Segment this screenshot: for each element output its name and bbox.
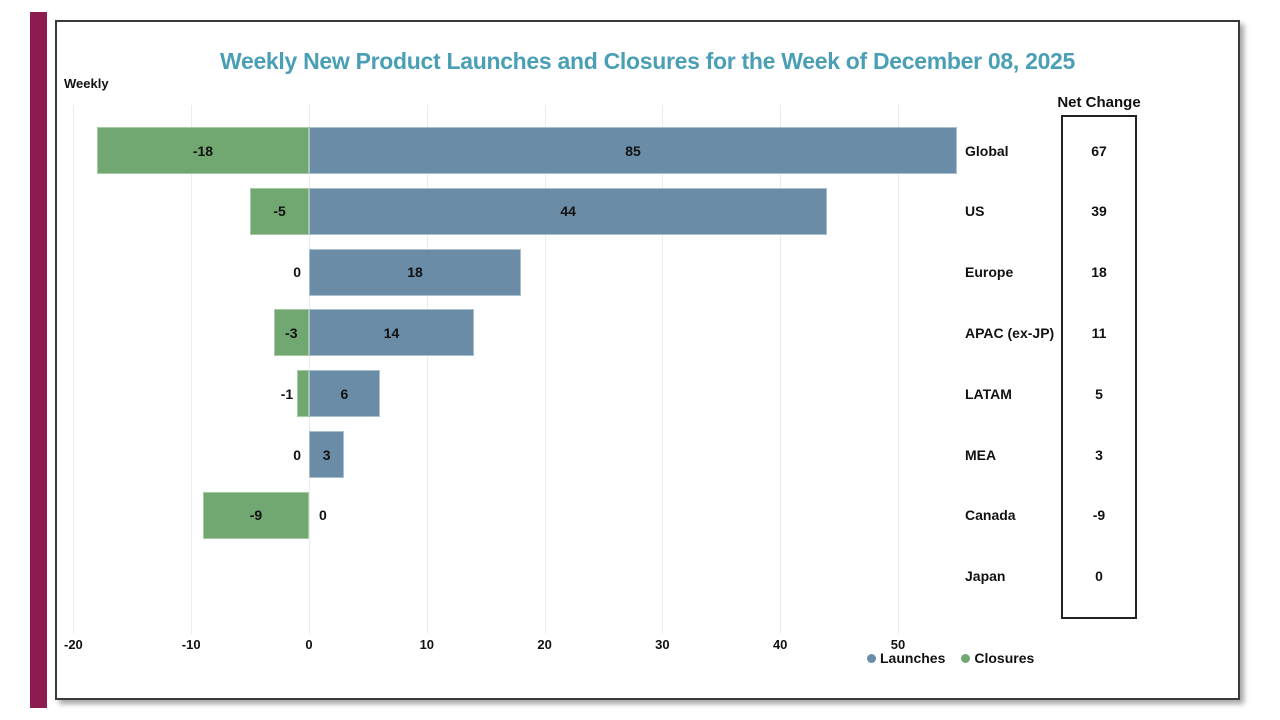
gridline (544, 105, 546, 625)
net-change-value: 5 (1095, 385, 1103, 402)
gridline (309, 105, 310, 625)
x-tick-mark (309, 625, 310, 634)
net-change-value: 18 (1091, 264, 1107, 281)
launches-bar (309, 187, 828, 235)
closures-value-label: -3 (285, 324, 298, 341)
launches-value-label: 0 (319, 507, 327, 524)
launches-bar (309, 431, 345, 478)
net-change-value: 0 (1095, 568, 1103, 585)
launches-legend-dot-icon (867, 653, 876, 663)
x-tick-label: 0 (305, 637, 313, 652)
x-tick-mark (898, 625, 899, 634)
closures-bar (250, 187, 309, 235)
closures-value-label: 0 (293, 446, 301, 463)
category-label: Europe (965, 264, 1014, 281)
closures-value-label: -5 (273, 203, 286, 220)
gridline (73, 105, 75, 625)
bar-row: -3 14 (64, 309, 957, 357)
x-tick-label: 40 (772, 637, 788, 652)
gridline (780, 105, 782, 625)
net-change-value: 39 (1091, 203, 1107, 220)
gridline (426, 105, 428, 625)
bar-row: -5 44 (64, 187, 957, 235)
net-change-value: 67 (1091, 142, 1107, 159)
category-label: Global (965, 142, 1009, 159)
x-axis: -20 -10 0 10 20 30 40 50 (64, 625, 957, 659)
bar-row: 0 18 (64, 248, 957, 296)
net-change-header: Net Change (1057, 94, 1141, 111)
bar-row (64, 553, 957, 600)
x-tick-label: 20 (537, 637, 552, 652)
bar-row: -18 85 (64, 127, 957, 174)
category-label: APAC (ex-JP) (965, 324, 1055, 341)
chart-title: Weekly New Product Launches and Closures… (219, 48, 1076, 74)
net-change-value: -9 (1092, 507, 1106, 524)
closures-value-label: -9 (249, 507, 263, 524)
closures-bar (202, 491, 309, 539)
gridline (898, 105, 899, 625)
category-label: US (965, 203, 985, 220)
accent-bar (30, 12, 47, 708)
legend-label: Closures (974, 650, 1035, 666)
launches-bar (309, 370, 380, 418)
launches-bar (309, 309, 474, 357)
bar-row: -9 0 (64, 491, 957, 539)
gridline (662, 105, 664, 625)
category-label: Canada (965, 507, 1016, 524)
closures-bar (273, 309, 309, 357)
launches-value-label: 6 (340, 385, 349, 402)
legend-label: Launches (880, 650, 946, 666)
closures-value-label: -18 (192, 142, 214, 159)
bar-row: -1 6 (64, 370, 957, 418)
launches-value-label: 44 (560, 203, 576, 220)
launches-bar (309, 127, 957, 174)
x-tick-label: 30 (655, 637, 670, 652)
weekly-label: Weekly (64, 76, 109, 91)
net-change-box (1061, 115, 1137, 619)
x-tick-mark (544, 625, 546, 634)
launches-value-label: 3 (322, 446, 331, 463)
x-tick-label: -10 (181, 637, 201, 652)
launches-bar (309, 248, 522, 296)
plot-area: -18 85 -5 44 0 18 -3 14 -1 6 0 3 -9 0 (64, 105, 957, 625)
legend: Launches Closures (867, 650, 1034, 666)
legend-item: Closures (961, 650, 1034, 666)
closures-bar (297, 370, 309, 418)
net-change-value: 3 (1095, 446, 1103, 463)
category-label: Japan (965, 568, 1006, 585)
net-change-value: 11 (1091, 324, 1107, 341)
x-tick-mark (780, 625, 782, 634)
x-tick-mark (662, 625, 664, 634)
net-change-values-column: 67 39 18 11 5 3 -9 0 (1061, 105, 1137, 625)
category-labels-column: Global US Europe APAC (ex-JP) LATAM MEA Canada… (965, 105, 1057, 625)
legend-item: Launches (867, 650, 945, 666)
x-tick-label: 10 (419, 637, 435, 652)
launches-value-label: 14 (383, 324, 400, 341)
closures-legend-dot-icon (961, 653, 971, 663)
launches-value-label: 85 (625, 142, 641, 159)
launches-value-label: 18 (407, 264, 423, 281)
chart-frame: Weekly New Product Launches and Closures… (55, 20, 1240, 700)
closures-bar (96, 127, 309, 174)
x-tick-mark (426, 625, 428, 634)
category-label: LATAM (965, 385, 1012, 402)
x-tick-mark (191, 625, 193, 634)
gridline (191, 105, 193, 625)
closures-value-label: -1 (280, 385, 294, 402)
x-tick-mark (73, 625, 75, 634)
category-label: MEA (965, 446, 997, 463)
x-tick-label: -20 (63, 637, 83, 652)
x-tick-label: 50 (890, 637, 906, 652)
closures-value-label: 0 (293, 264, 301, 281)
